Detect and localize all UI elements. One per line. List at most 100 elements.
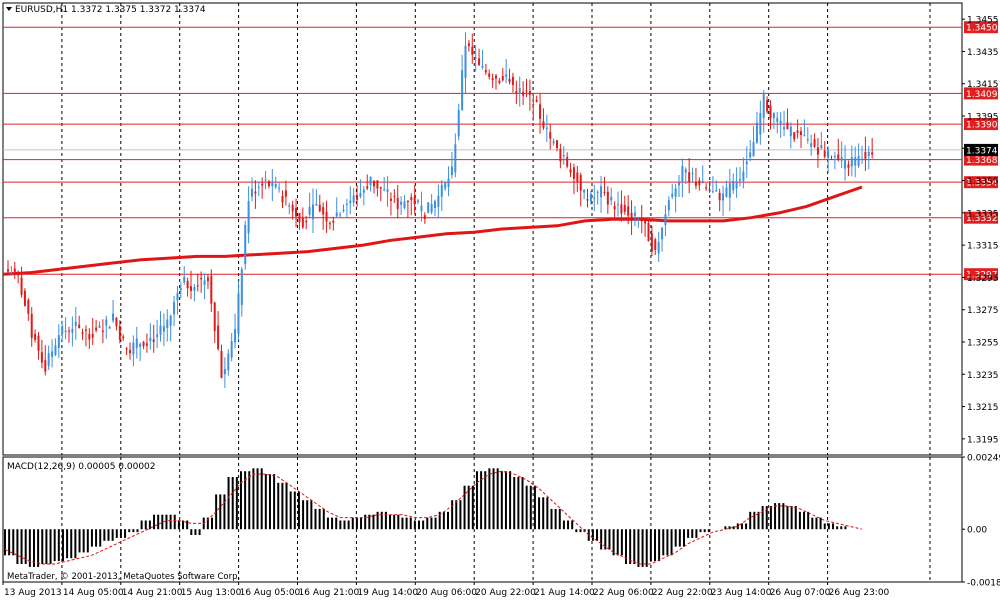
bearish-candle bbox=[17, 271, 20, 276]
bullish-candle bbox=[711, 191, 714, 193]
bullish-candle bbox=[725, 187, 728, 197]
bullish-candle bbox=[596, 191, 599, 193]
bullish-candle bbox=[149, 337, 152, 342]
bearish-candle bbox=[40, 352, 43, 363]
y-tick-label: 1.3195 bbox=[967, 435, 999, 445]
bearish-candle bbox=[654, 239, 657, 250]
bearish-candle bbox=[210, 275, 213, 304]
level-price-label: 1.3354 bbox=[966, 179, 998, 189]
y-tick-label: 1.3315 bbox=[967, 242, 999, 252]
bullish-candle bbox=[691, 173, 694, 175]
bullish-candle bbox=[776, 117, 779, 122]
bearish-candle bbox=[613, 205, 616, 210]
bearish-candle bbox=[532, 104, 535, 106]
x-tick-label: 26 Aug 07:00 bbox=[770, 588, 831, 598]
level-price-label: 1.3409 bbox=[966, 90, 998, 100]
bullish-candle bbox=[678, 182, 680, 186]
bullish-candle bbox=[288, 205, 291, 207]
bearish-candle bbox=[190, 286, 192, 291]
bullish-candle bbox=[230, 341, 233, 358]
bearish-candle bbox=[281, 195, 284, 203]
bullish-candle bbox=[810, 143, 813, 147]
symbol-menu-arrow-icon[interactable] bbox=[6, 7, 12, 11]
bullish-candle bbox=[61, 326, 64, 334]
bearish-candle bbox=[366, 186, 369, 189]
bearish-candle bbox=[423, 215, 426, 220]
bullish-candle bbox=[583, 190, 586, 193]
bearish-candle bbox=[800, 131, 802, 136]
bullish-candle bbox=[617, 204, 619, 206]
bearish-candle bbox=[332, 220, 335, 223]
bearish-candle bbox=[34, 333, 37, 340]
bearish-candle bbox=[786, 122, 789, 130]
bearish-candle bbox=[284, 190, 287, 197]
bearish-candle bbox=[823, 150, 826, 157]
bearish-candle bbox=[122, 336, 125, 339]
level-price-label: 1.3450 bbox=[966, 24, 998, 34]
bullish-candle bbox=[386, 189, 389, 192]
level-price-label: 1.3368 bbox=[966, 156, 998, 166]
bullish-candle bbox=[562, 155, 565, 157]
bearish-candle bbox=[30, 313, 33, 338]
bearish-candle bbox=[847, 164, 850, 168]
bullish-candle bbox=[400, 201, 403, 205]
bullish-candle bbox=[434, 201, 436, 208]
bearish-candle bbox=[13, 268, 16, 275]
bearish-candle bbox=[640, 220, 643, 222]
x-tick-label: 23 Aug 14:00 bbox=[711, 588, 772, 598]
bearish-candle bbox=[20, 277, 23, 295]
bullish-candle bbox=[74, 321, 77, 326]
bullish-candle bbox=[308, 206, 311, 215]
bullish-candle bbox=[850, 157, 853, 167]
moving-average-line[interactable] bbox=[2, 185, 863, 276]
bearish-candle bbox=[254, 191, 257, 194]
bullish-candle bbox=[362, 189, 365, 193]
bullish-candle bbox=[861, 158, 863, 160]
bearish-candle bbox=[393, 195, 396, 197]
y-tick-label: 1.3415 bbox=[967, 80, 999, 90]
bullish-candle bbox=[752, 142, 755, 157]
symbol-timeframe: EURUSD,H1 bbox=[15, 5, 68, 15]
bearish-candle bbox=[511, 76, 514, 85]
x-tick-label: 21 Aug 14:00 bbox=[534, 588, 595, 598]
bullish-candle bbox=[600, 186, 603, 198]
bullish-candle bbox=[203, 280, 206, 285]
bullish-candle bbox=[51, 351, 54, 357]
bullish-candle bbox=[223, 369, 226, 375]
bearish-candle bbox=[549, 132, 552, 139]
bullish-candle bbox=[193, 286, 196, 291]
y-tick-label: 1.3455 bbox=[967, 16, 999, 26]
bearish-candle bbox=[322, 207, 325, 215]
bearish-candle bbox=[356, 195, 359, 200]
bullish-candle bbox=[481, 65, 484, 68]
bullish-candle bbox=[430, 203, 433, 213]
bullish-candle bbox=[169, 315, 172, 326]
bearish-candle bbox=[206, 277, 209, 282]
bearish-candle bbox=[603, 191, 606, 193]
bullish-candle bbox=[844, 159, 847, 169]
level-price-label: 1.3390 bbox=[966, 121, 998, 131]
bullish-candle bbox=[783, 126, 786, 130]
bullish-candle bbox=[637, 219, 640, 221]
bearish-candle bbox=[467, 43, 470, 47]
bullish-candle bbox=[762, 93, 765, 119]
x-tick-label: 13 Aug 2013 bbox=[4, 588, 62, 598]
bearish-candle bbox=[145, 343, 148, 346]
x-tick-label: 19 Aug 14:00 bbox=[357, 588, 418, 598]
bullish-candle bbox=[806, 139, 809, 141]
bullish-candle bbox=[315, 203, 318, 206]
bullish-candle bbox=[867, 151, 870, 156]
bearish-candle bbox=[389, 198, 392, 201]
bearish-candle bbox=[200, 277, 203, 280]
bearish-candle bbox=[708, 189, 711, 191]
bullish-candle bbox=[108, 326, 111, 329]
bullish-candle bbox=[735, 181, 738, 189]
bearish-candle bbox=[522, 91, 525, 96]
bearish-candle bbox=[328, 223, 331, 225]
bearish-candle bbox=[23, 290, 26, 306]
bearish-candle bbox=[586, 199, 589, 201]
bearish-candle bbox=[694, 182, 697, 186]
y-tick-label: 1.3355 bbox=[967, 177, 999, 187]
